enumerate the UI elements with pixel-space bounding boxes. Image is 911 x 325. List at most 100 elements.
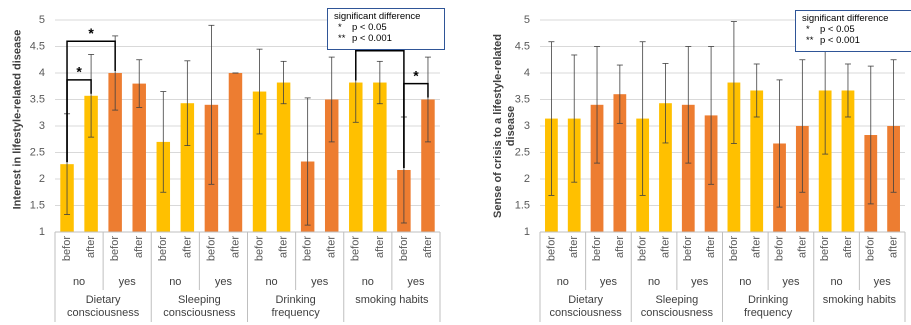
- y-axis-label: Interest in lifestyle-related disease: [11, 29, 24, 210]
- legend-text: p < 0.001: [820, 35, 860, 46]
- y-tick-label: 3.5: [515, 93, 530, 105]
- y-tick-label: 2: [39, 173, 45, 185]
- legend-title: significant difference: [334, 11, 421, 22]
- error-bar: [136, 59, 143, 108]
- group-label: no: [739, 276, 751, 288]
- error-bar: [571, 54, 578, 183]
- x-tick-label: after: [326, 236, 338, 258]
- group-label: yes: [311, 276, 329, 288]
- main-label: Sleeping consciousness: [163, 294, 236, 319]
- x-tick-label: after: [181, 236, 193, 258]
- y-tick-label: 2.5: [30, 146, 45, 158]
- legend-symbol: *: [338, 22, 342, 33]
- x-tick-label: after: [422, 236, 434, 258]
- x-tick-label: after: [888, 236, 900, 258]
- x-tick-label: befor: [591, 236, 603, 261]
- x-tick-label: befor: [350, 236, 362, 261]
- group-label: no: [265, 276, 277, 288]
- error-bar: [662, 63, 669, 144]
- main-label: Sleeping consciousness: [640, 294, 713, 319]
- x-tick-label: befor: [205, 236, 217, 261]
- legend-text: p < 0.001: [352, 33, 392, 44]
- y-axis-label: Sense of crisis to a lifestyle-related d…: [492, 33, 517, 219]
- error-bar: [184, 60, 191, 147]
- error-bar: [867, 65, 874, 205]
- legend-title: significant difference: [802, 13, 889, 24]
- legend-text: p < 0.05: [352, 22, 387, 33]
- x-tick-label: after: [568, 236, 580, 258]
- legend-item: ** p < 0.001: [334, 33, 438, 44]
- x-tick-label: befor: [157, 236, 169, 261]
- error-bar: [548, 41, 555, 196]
- y-tick-label: 1.5: [30, 199, 45, 211]
- error-bar: [890, 59, 897, 193]
- error-bar: [328, 56, 335, 143]
- group-label: yes: [874, 276, 892, 288]
- error-bar: [639, 41, 646, 196]
- group-label: yes: [600, 276, 618, 288]
- bracket-label: *: [76, 64, 82, 80]
- bar: [421, 99, 435, 232]
- error-bar: [844, 63, 851, 118]
- x-tick-label: befor: [253, 236, 265, 261]
- bar: [324, 99, 339, 232]
- bar: [349, 82, 363, 232]
- main-label: Drinking frequency: [743, 294, 793, 319]
- error-bar: [208, 24, 215, 185]
- y-tick-label: 2: [524, 173, 530, 185]
- error-bar: [616, 64, 623, 124]
- x-tick-label: after: [133, 236, 145, 258]
- y-tick-label: 3: [524, 120, 530, 132]
- group-label: no: [648, 276, 660, 288]
- bar: [132, 83, 146, 232]
- group-label: yes: [119, 276, 137, 288]
- x-tick-label: befor: [728, 236, 740, 261]
- x-tick-label: befor: [637, 236, 649, 261]
- x-tick-label: after: [229, 236, 241, 258]
- x-tick-label: after: [374, 236, 386, 258]
- x-tick-label: befor: [302, 236, 314, 261]
- group-label: no: [830, 276, 842, 288]
- y-tick-label: 4.5: [30, 40, 45, 52]
- y-tick-label: 1: [39, 226, 45, 238]
- x-tick-label: befor: [682, 236, 694, 261]
- x-tick-label: after: [614, 236, 626, 258]
- legend: significant difference * p < 0.05 ** p < 0.0…: [327, 8, 445, 50]
- main-label: smoking habits: [822, 294, 897, 306]
- legend-symbol: **: [806, 35, 814, 46]
- error-bar: [594, 46, 601, 164]
- bar: [180, 103, 195, 233]
- y-tick-label: 5: [39, 14, 45, 26]
- legend-symbol: **: [338, 33, 346, 44]
- legend-item: * p < 0.05: [802, 24, 906, 35]
- x-tick-label: befor: [398, 236, 410, 261]
- bar: [841, 90, 855, 233]
- bracket-line: [66, 40, 116, 163]
- x-tick-label: befor: [109, 236, 121, 261]
- bracket-line: [403, 82, 429, 168]
- legend-item: ** p < 0.001: [802, 35, 906, 46]
- bracket-label: *: [88, 25, 94, 41]
- x-tick-label: befor: [819, 236, 831, 261]
- x-tick-label: after: [705, 236, 717, 258]
- legend-text: p < 0.05: [820, 24, 855, 35]
- main-label: Dietary consciousness: [549, 294, 622, 319]
- main-label: Drinking frequency: [271, 294, 320, 319]
- x-tick-label: after: [659, 236, 671, 258]
- y-tick-label: 1.5: [515, 199, 530, 211]
- error-bar: [708, 46, 715, 185]
- error-bar: [685, 46, 692, 164]
- bar: [613, 94, 627, 232]
- group-label: no: [362, 276, 374, 288]
- x-tick-label: befor: [773, 236, 785, 261]
- bar: [681, 104, 695, 232]
- bar: [659, 103, 672, 233]
- error-bar: [376, 60, 383, 105]
- group-label: no: [169, 276, 181, 288]
- bar: [84, 95, 98, 232]
- group-label: no: [73, 276, 85, 288]
- main-label: Dietary consciousness: [67, 294, 140, 319]
- error-bar: [424, 56, 431, 143]
- legend-item: * p < 0.05: [334, 22, 438, 33]
